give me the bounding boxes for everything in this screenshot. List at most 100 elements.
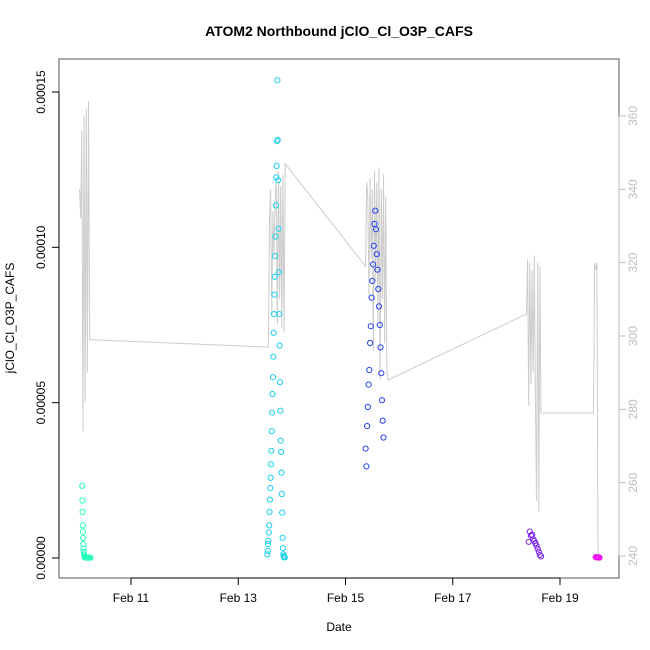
data-point xyxy=(370,261,377,268)
y2-tick-label: 300 xyxy=(626,326,640,346)
y-tick-label: 0.00005 xyxy=(34,381,48,425)
data-point xyxy=(373,251,380,258)
y-axis-label: jClO_Cl_O3P_CAFS xyxy=(3,263,17,375)
data-point xyxy=(366,366,373,374)
data-point xyxy=(380,434,387,441)
data-point xyxy=(370,242,377,249)
data-point xyxy=(378,397,386,404)
data-point xyxy=(80,534,87,541)
y2-axis-ticks: 240 260 280 300 320 340 360 xyxy=(619,106,640,566)
data-point xyxy=(274,136,281,143)
x-axis-ticks: Feb 11 Feb 13 Feb 15 Feb 17 Feb 19 xyxy=(113,578,579,605)
x-tick-label: Feb 11 xyxy=(113,591,150,605)
data-point xyxy=(276,379,284,386)
data-point xyxy=(272,252,279,260)
data-points-layer xyxy=(79,77,603,561)
data-point xyxy=(269,409,276,416)
data-point xyxy=(364,403,371,411)
data-point xyxy=(266,496,273,503)
temperature-line xyxy=(79,101,601,557)
data-point xyxy=(279,545,286,552)
data-point xyxy=(365,381,372,388)
data-point xyxy=(270,329,277,336)
data-point xyxy=(264,547,271,555)
data-point xyxy=(275,177,282,184)
data-point xyxy=(278,469,285,476)
y2-tick-label: 360 xyxy=(626,106,640,126)
y-tick-label: 0.00015 xyxy=(34,70,48,114)
data-point xyxy=(367,323,374,330)
y2-tick-label: 320 xyxy=(626,252,640,272)
y2-tick-label: 280 xyxy=(626,399,640,419)
data-point xyxy=(276,342,283,349)
data-point xyxy=(277,407,284,414)
data-point xyxy=(272,202,279,209)
data-point xyxy=(376,321,383,329)
data-point xyxy=(270,353,277,360)
y-axis-ticks: 0.00000 0.00005 0.00010 0.00015 xyxy=(34,70,59,580)
data-point xyxy=(379,417,386,424)
data-point xyxy=(375,285,382,293)
data-point xyxy=(367,339,374,347)
data-point xyxy=(536,551,544,559)
data-point xyxy=(596,554,603,561)
data-point xyxy=(533,542,540,549)
data-point xyxy=(79,508,86,516)
data-point xyxy=(268,447,275,454)
x-tick-label: Feb 15 xyxy=(327,591,365,605)
data-point xyxy=(274,77,281,84)
y2-tick-label: 240 xyxy=(626,546,640,566)
y2-tick-label: 260 xyxy=(626,472,640,492)
data-point xyxy=(364,422,371,430)
data-point xyxy=(375,303,383,310)
data-point xyxy=(273,162,280,169)
temperature-line-layer xyxy=(79,101,601,557)
y2-tick-label: 340 xyxy=(626,179,640,199)
data-point xyxy=(534,545,541,552)
data-point xyxy=(279,509,286,516)
data-point xyxy=(362,445,369,452)
x-axis-label: Date xyxy=(326,620,352,634)
data-point xyxy=(372,207,379,214)
data-point xyxy=(264,540,272,548)
chart-title: ATOM2 Northbound jClO_Cl_O3P_CAFS xyxy=(205,23,473,39)
data-point xyxy=(278,448,285,455)
x-tick-label: Feb 19 xyxy=(541,591,579,605)
data-point xyxy=(372,226,380,233)
data-point xyxy=(275,225,282,232)
data-point xyxy=(266,508,273,516)
data-point xyxy=(269,374,276,381)
data-point xyxy=(267,485,274,492)
data-point xyxy=(363,463,370,470)
data-point xyxy=(277,437,284,444)
x-tick-label: Feb 17 xyxy=(434,591,472,605)
data-point xyxy=(79,528,87,535)
data-point xyxy=(265,529,272,536)
y-tick-label: 0.00000 xyxy=(34,536,48,580)
x-tick-label: Feb 13 xyxy=(220,591,258,605)
data-point xyxy=(377,344,384,351)
data-point xyxy=(275,269,282,276)
data-point xyxy=(267,474,274,481)
data-point xyxy=(378,370,385,377)
data-point xyxy=(278,490,285,498)
data-point xyxy=(368,294,375,301)
data-point xyxy=(80,545,87,552)
data-point xyxy=(271,291,278,298)
data-point xyxy=(271,273,278,280)
data-point xyxy=(266,522,273,529)
data-point xyxy=(279,534,286,541)
data-point xyxy=(270,311,278,318)
y-tick-label: 0.00010 xyxy=(34,225,48,269)
data-point xyxy=(272,233,279,240)
data-point xyxy=(276,311,283,318)
data-point xyxy=(537,553,545,560)
data-point xyxy=(374,266,381,273)
data-point xyxy=(264,551,271,558)
data-point xyxy=(79,522,86,529)
data-point xyxy=(369,277,376,284)
data-point xyxy=(79,497,86,504)
data-point xyxy=(269,390,276,398)
data-point xyxy=(265,537,272,545)
